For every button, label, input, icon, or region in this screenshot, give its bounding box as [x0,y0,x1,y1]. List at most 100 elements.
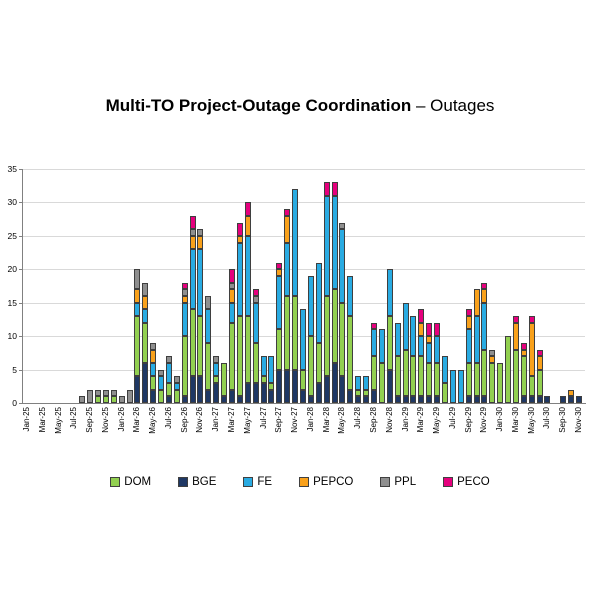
bar-segment-peco [370,322,377,330]
bar-segment-dom [473,362,480,397]
bar-segment-bge [426,396,433,403]
bar-segment-pepco [473,289,480,317]
x-label-May-27: May-27 [242,407,252,434]
bar-segment-dom [158,389,165,403]
gridline-25 [23,235,585,237]
x-label-Sep-25: Sep-25 [85,407,95,433]
bar-segment-ppl [150,342,157,350]
legend-swatch-dom [110,477,121,487]
bar-segment-dom [189,309,196,377]
bar-segment-dom [252,342,259,383]
bar-segment-fe [150,362,157,377]
bar-segment-dom [331,289,338,363]
bar-segment-bge [568,396,575,403]
bar-segment-bge [394,396,401,403]
bar-segment-bge [221,396,228,403]
x-label-Jan-25: Jan-25 [22,407,31,432]
bar-segment-fe [252,302,259,343]
bar-segment-fe [402,302,409,350]
legend-swatch-peco [443,477,454,487]
bar-segment-pepco [568,389,575,397]
bar-segment-fe [339,229,346,303]
bar-segment-fe [284,242,291,297]
bar-segment-ppl [126,389,133,403]
bar-segment-peco [236,222,243,236]
x-label-Sep-27: Sep-27 [274,407,284,433]
bar-segment-bge [197,376,204,403]
bar-segment-fe [229,302,236,323]
bar-segment-pepco [418,322,425,337]
bar-segment-bge [355,396,362,403]
bar-segment-pepco [489,356,496,363]
bar-segment-dom [481,349,488,397]
bar-segment-fe [173,382,180,390]
bar-segment-dom [434,362,441,397]
bar-segment-ppl [205,296,212,310]
x-label-Sep-29: Sep-29 [463,407,473,433]
bar-segment-fe [165,362,172,383]
bar-segment-dom [520,356,527,397]
bar-segment-bge [528,396,535,403]
x-label-Nov-29: Nov-29 [479,407,489,433]
y-label-30: 30 [7,197,17,208]
bar-segment-ppl [158,369,165,377]
bar-segment-ppl [110,389,117,397]
bar-segment-dom [465,362,472,397]
x-label-Sep-26: Sep-26 [179,407,189,433]
bar-segment-fe [394,322,401,357]
bar-segment-dom [410,356,417,397]
bar-segment-fe [307,276,314,337]
bar-segment-dom [370,356,377,390]
bar-segment-bge [560,396,567,403]
bar-segment-fe [473,316,480,363]
bar-segment-bge [252,382,259,403]
y-label-15: 15 [7,297,17,308]
chart-title-bold: Multi-TO Project-Outage Coordination [105,96,412,115]
legend-label-fe: FE [257,476,273,488]
y-tick-0 [19,403,22,404]
bar-segment-fe [355,376,362,390]
bar-segment-dom [142,322,149,363]
bar-segment-fe [378,329,385,363]
x-label-Jan-29: Jan-29 [400,407,410,432]
bar-segment-peco [181,282,188,290]
bar-segment-bge [576,396,583,403]
bar-segment-bge [268,389,275,403]
bar-segment-ppl [197,229,204,236]
bar-segment-pepco [276,269,283,276]
x-label-Sep-28: Sep-28 [368,407,378,433]
bar-segment-dom [94,396,101,403]
bar-segment-bge [189,376,196,403]
x-label-Mar-26: Mar-26 [132,407,142,433]
plot-area [23,169,585,403]
bar-segment-dom [276,329,283,370]
bar-segment-fe [481,302,488,350]
x-label-Mar-28: Mar-28 [321,407,331,433]
x-label-Jan-27: Jan-27 [211,407,221,432]
bar-segment-fe [457,369,464,403]
x-label-May-30: May-30 [526,407,536,434]
bar-segment-fe [268,356,275,383]
bar-segment-fe [449,369,456,403]
bar-segment-bge [205,389,212,403]
legend-swatch-pepco [299,477,310,487]
bar-segment-dom [284,296,291,370]
bar-segment-pepco [134,289,141,303]
bar-segment-dom [102,396,109,403]
bar-segment-bge [213,382,220,403]
x-label-May-29: May-29 [432,407,442,434]
y-label-20: 20 [7,264,17,275]
x-label-Nov-28: Nov-28 [384,407,394,433]
bar-segment-ppl [118,396,125,403]
x-label-Mar-25: Mar-25 [37,407,47,433]
bar-segment-bge [284,369,291,403]
bar-segment-dom [244,316,251,383]
bar-segment-bge [142,362,149,403]
bar-segment-fe [134,302,141,317]
bar-segment-pepco [536,356,543,370]
bar-segment-dom [339,302,346,377]
y-tick-20 [19,269,22,271]
bar-segment-dom [221,362,228,397]
bar-segment-pepco [528,322,535,377]
